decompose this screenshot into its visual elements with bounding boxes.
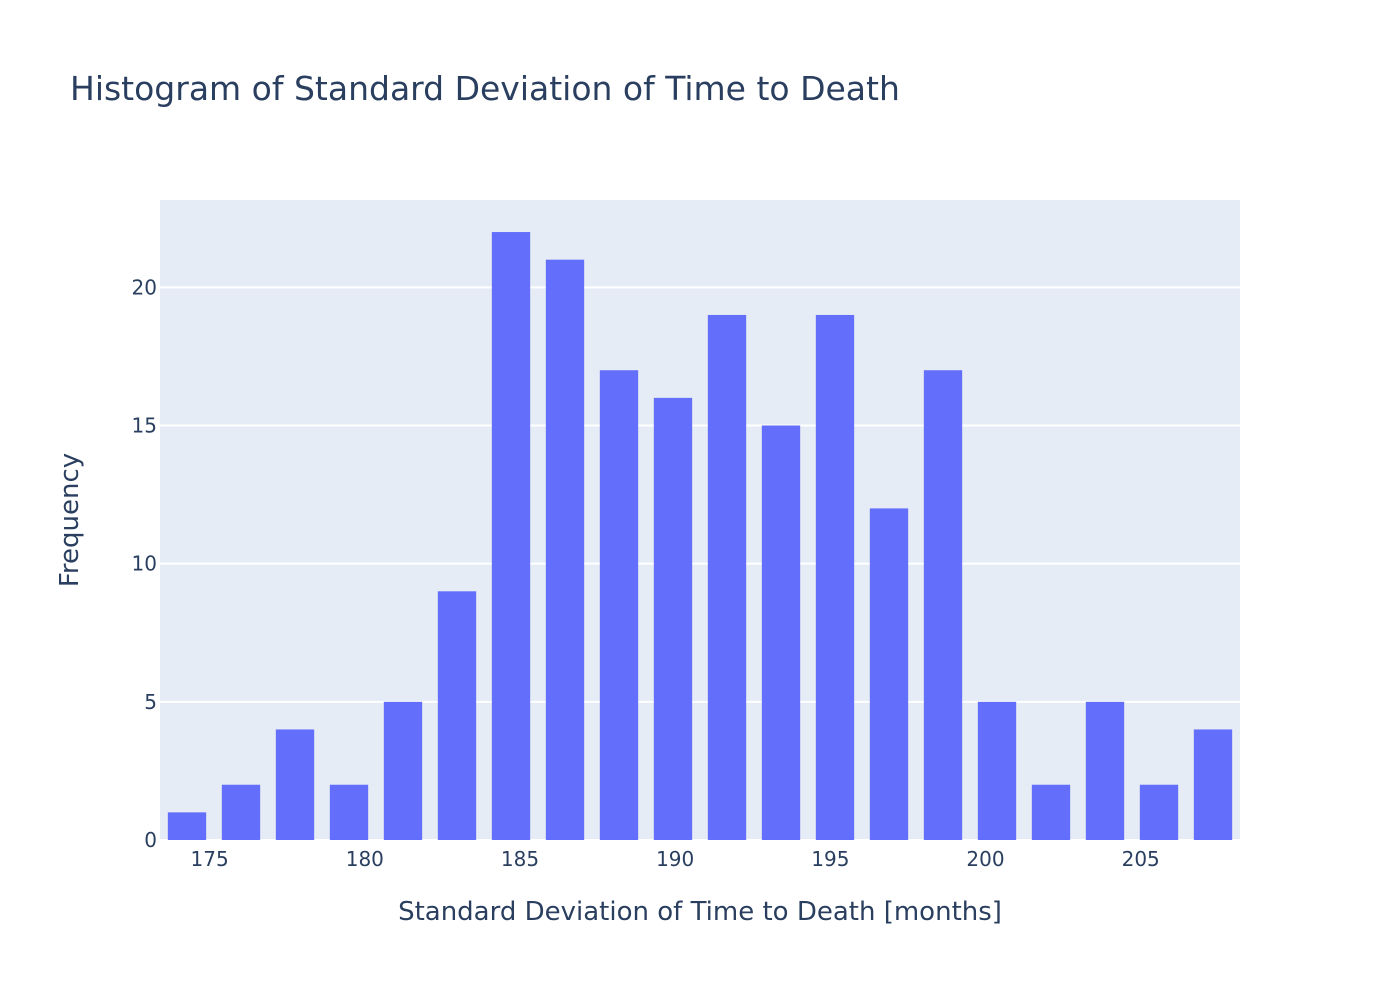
y-tick-label: 0 — [144, 828, 157, 852]
x-axis-title: Standard Deviation of Time to Death [mon… — [398, 897, 1002, 927]
x-tick-label: 175 — [191, 847, 229, 871]
x-tick-label: 190 — [656, 847, 694, 871]
x-tick-labels: 175 180 185 190 195 200 205 — [191, 847, 1160, 871]
histogram-bar — [545, 259, 585, 841]
histogram-bar — [221, 784, 261, 840]
histogram-bar — [167, 812, 207, 840]
y-axis-title: Frequency — [55, 453, 85, 587]
histogram-bar — [977, 701, 1017, 840]
y-tick-labels: 0 5 10 15 20 — [132, 275, 157, 852]
histogram-bar — [1031, 784, 1071, 840]
histogram-bar — [923, 370, 963, 840]
histogram-bar — [815, 314, 855, 841]
histogram-bar — [707, 314, 747, 841]
histogram-bar — [329, 784, 369, 840]
histogram-bar — [653, 397, 693, 840]
histogram-bar — [1193, 729, 1233, 840]
bars-group — [167, 232, 1233, 841]
histogram-bar — [1139, 784, 1179, 840]
y-tick-label: 10 — [132, 552, 157, 576]
x-tick-label: 200 — [966, 847, 1004, 871]
x-tick-label: 180 — [346, 847, 384, 871]
histogram-bar — [437, 591, 477, 840]
histogram-bar — [383, 701, 423, 840]
histogram-bar — [1085, 701, 1125, 840]
y-tick-label: 15 — [132, 413, 157, 437]
histogram-bar — [275, 729, 315, 840]
histogram-bar — [599, 370, 639, 840]
histogram-bar — [869, 508, 909, 840]
histogram-bar — [761, 425, 801, 840]
y-tick-label: 20 — [132, 275, 157, 299]
histogram-bar — [491, 232, 531, 840]
plot-area — [160, 200, 1240, 840]
x-tick-label: 205 — [1122, 847, 1160, 871]
chart-title: Histogram of Standard Deviation of Time … — [70, 69, 900, 108]
y-tick-label: 5 — [144, 690, 157, 714]
x-tick-label: 185 — [501, 847, 539, 871]
x-tick-label: 195 — [811, 847, 849, 871]
